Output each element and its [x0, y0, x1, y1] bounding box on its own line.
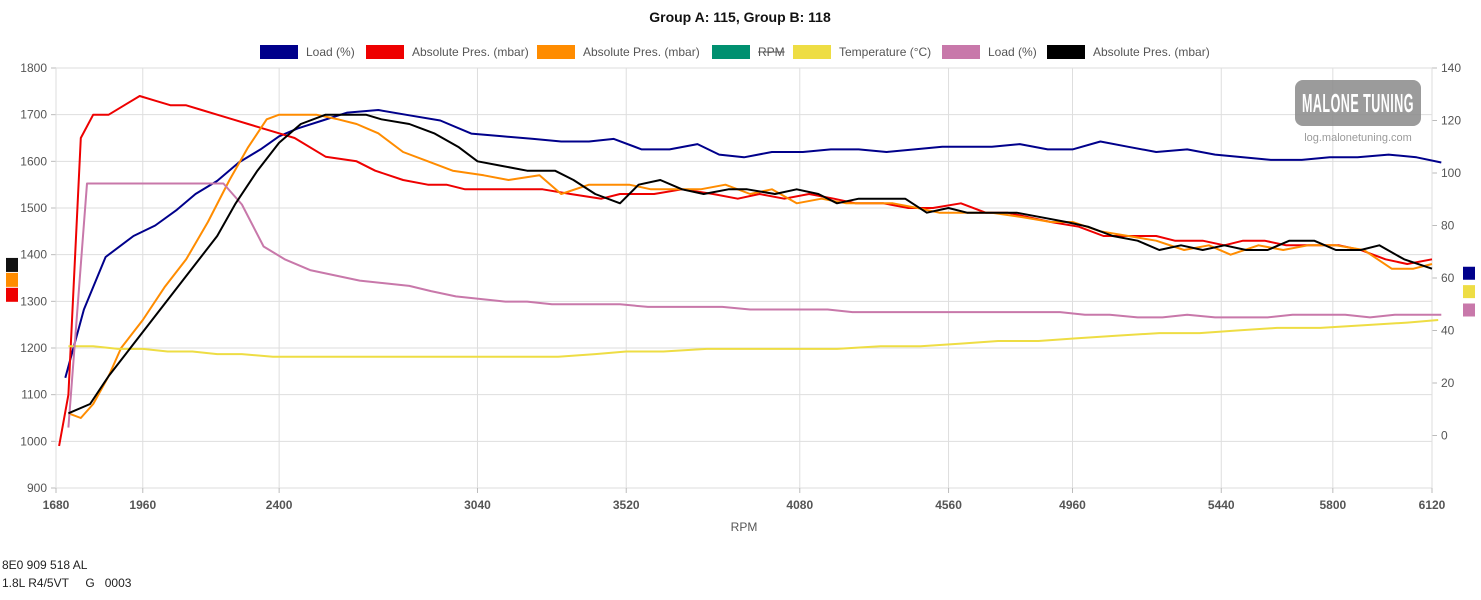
plot-area	[55, 67, 1433, 489]
y-right-tick-label: 60	[1441, 271, 1455, 285]
legend-swatch	[942, 45, 980, 59]
legend-item[interactable]: Absolute Pres. (mbar)	[537, 45, 700, 59]
ecu-engine-line: 1.8L R4/5VT G 0003	[2, 576, 132, 590]
right-axis-marker	[1463, 303, 1475, 317]
watermark-logo-box	[1295, 80, 1421, 126]
y-left-tick-label: 1700	[20, 108, 47, 122]
right-axis-marker	[1463, 285, 1475, 299]
y-right-tick-label: 140	[1441, 61, 1461, 75]
legend-item[interactable]: Absolute Pres. (mbar)	[366, 45, 529, 59]
x-tick-label: 2400	[266, 498, 293, 512]
series-line	[58, 95, 1433, 447]
x-tick-label: 5800	[1319, 498, 1346, 512]
ticks: 900 1000 1100 1200 1300 1400 1500 1600 1700 1800 0…	[20, 61, 1461, 512]
left-axis-marker	[6, 257, 18, 272]
legend-item[interactable]: Temperature (°C)	[793, 45, 931, 59]
y-left-tick-label: 1400	[20, 248, 47, 262]
legend-item[interactable]: RPM	[712, 45, 785, 59]
x-tick-label: 4080	[786, 498, 813, 512]
series-line	[67, 182, 1442, 428]
legend-label: Temperature (°C)	[839, 45, 931, 59]
y-right-tick-label: 120	[1441, 114, 1461, 128]
series-group	[58, 95, 1442, 447]
x-tick-label: 5440	[1208, 498, 1235, 512]
x-tick-label: 4960	[1059, 498, 1086, 512]
chart-title: Group A: 115, Group B: 118	[649, 9, 831, 25]
watermark: MALONE TUNING log.malonetuning.com	[1295, 80, 1421, 144]
legend-swatch	[1047, 45, 1085, 59]
legend-label: Load (%)	[988, 45, 1037, 59]
series-line	[68, 113, 1433, 419]
series-line	[68, 319, 1439, 358]
legend-swatch	[537, 45, 575, 59]
legend[interactable]: Load (%) Absolute Pres. (mbar) Absolute Pr…	[260, 45, 1210, 59]
legend-item[interactable]: Absolute Pres. (mbar)	[1047, 45, 1210, 59]
y-left-tick-label: 1200	[20, 341, 47, 355]
x-tick-label: 1960	[129, 498, 156, 512]
x-axis-label: RPM	[731, 520, 758, 534]
y-left-tick-label: 1000	[20, 434, 47, 448]
x-tick-label: 6120	[1419, 498, 1446, 512]
legend-label: Absolute Pres. (mbar)	[1093, 45, 1210, 59]
y-left-tick-label: 1500	[20, 201, 47, 215]
grid	[51, 67, 1437, 493]
left-axis-marker	[6, 287, 18, 302]
y-left-tick-label: 1600	[20, 154, 47, 168]
y-right-tick-label: 20	[1441, 376, 1455, 390]
axis-markers	[6, 257, 1475, 317]
series-line	[68, 113, 1433, 415]
y-right-tick-label: 100	[1441, 166, 1461, 180]
x-tick-label: 1680	[43, 498, 70, 512]
legend-label: Load (%)	[306, 45, 355, 59]
legend-item[interactable]: Load (%)	[260, 45, 355, 59]
watermark-url: log.malonetuning.com	[1304, 132, 1412, 144]
series-line	[64, 109, 1442, 379]
x-tick-label: 4560	[935, 498, 962, 512]
right-axis-marker	[1463, 266, 1475, 280]
legend-item[interactable]: Load (%)	[942, 45, 1037, 59]
ecu-part-number: 8E0 909 518 AL	[2, 558, 88, 572]
legend-swatch	[712, 45, 750, 59]
y-left-tick-label: 900	[27, 481, 47, 495]
legend-label: Absolute Pres. (mbar)	[583, 45, 700, 59]
y-right-tick-label: 40	[1441, 324, 1455, 338]
legend-label: Absolute Pres. (mbar)	[412, 45, 529, 59]
legend-swatch	[366, 45, 404, 59]
x-tick-label: 3520	[613, 498, 640, 512]
watermark-logo: MALONE TUNING	[1302, 88, 1414, 118]
legend-swatch	[793, 45, 831, 59]
y-left-tick-label: 1300	[20, 294, 47, 308]
y-left-tick-label: 1100	[21, 388, 47, 402]
left-axis-marker	[6, 272, 18, 287]
x-tick-label: 3040	[464, 498, 491, 512]
y-left-tick-label: 1800	[20, 61, 47, 75]
legend-swatch	[260, 45, 298, 59]
y-right-tick-label: 80	[1441, 219, 1455, 233]
y-right-tick-label: 0	[1441, 429, 1448, 443]
